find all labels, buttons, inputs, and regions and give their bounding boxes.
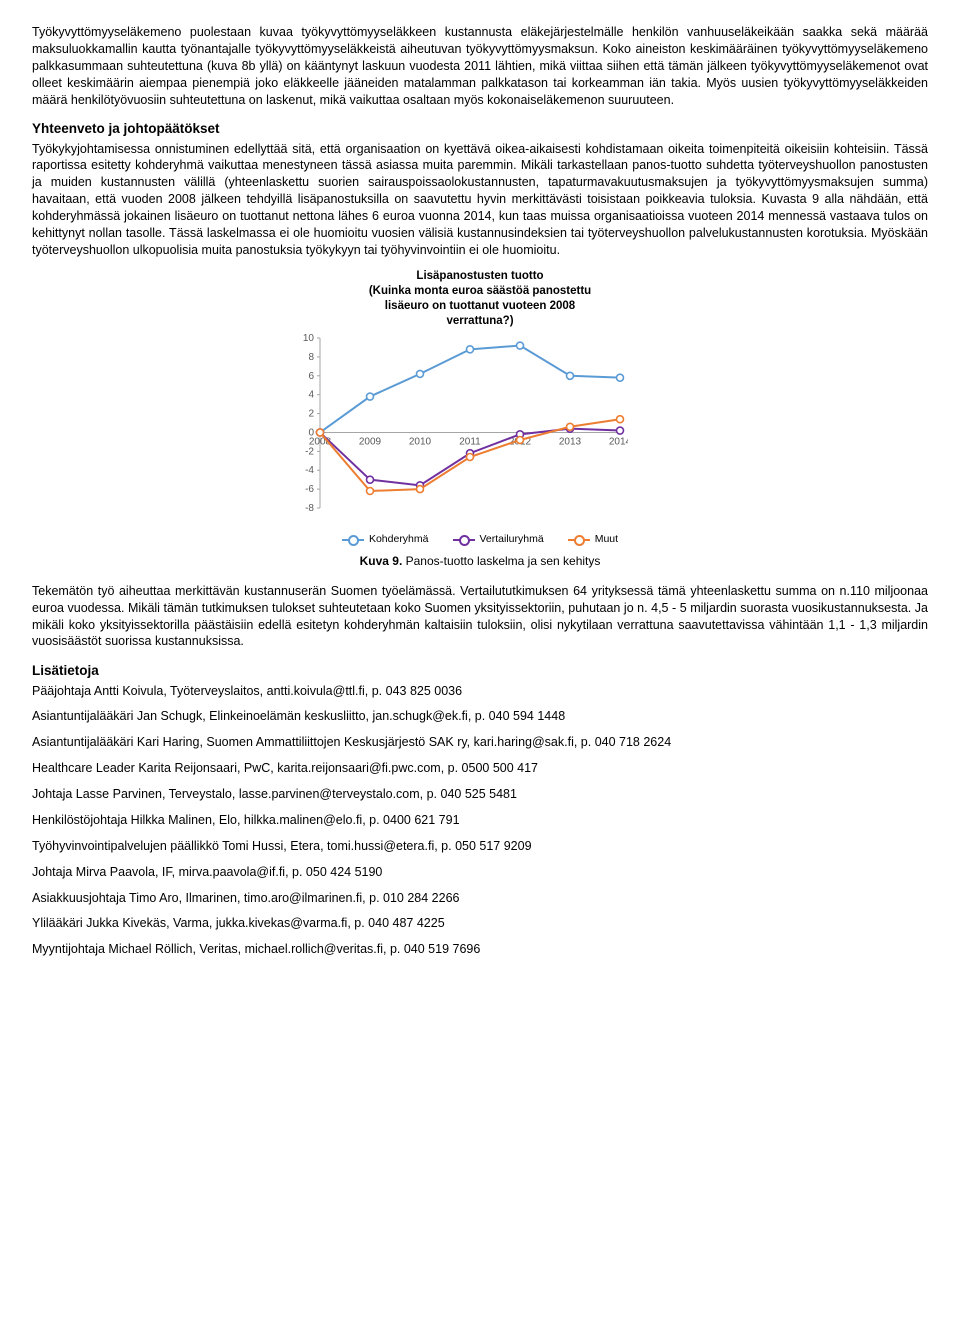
- svg-text:2: 2: [308, 409, 314, 420]
- svg-text:2010: 2010: [409, 437, 432, 448]
- legend-item: Kohderyhmä: [342, 532, 429, 546]
- contact-line: Johtaja Mirva Paavola, IF, mirva.paavola…: [32, 864, 928, 881]
- legend-item: Muut: [568, 532, 618, 546]
- contacts-list: Pääjohtaja Antti Koivula, Työterveyslait…: [32, 683, 928, 959]
- svg-text:2013: 2013: [559, 437, 582, 448]
- chart-legend: Kohderyhmä Vertailuryhmä Muut: [290, 532, 670, 546]
- chart-caption: Kuva 9. Panos-tuotto laskelma ja sen keh…: [32, 553, 928, 569]
- contact-line: Asiantuntijalääkäri Kari Haring, Suomen …: [32, 734, 928, 751]
- svg-text:2009: 2009: [359, 437, 382, 448]
- svg-text:-2: -2: [305, 447, 314, 458]
- svg-text:4: 4: [308, 390, 314, 401]
- svg-text:6: 6: [308, 371, 314, 382]
- contact-line: Johtaja Lasse Parvinen, Terveystalo, las…: [32, 786, 928, 803]
- contact-line: Healthcare Leader Karita Reijonsaari, Pw…: [32, 760, 928, 777]
- contact-line: Työhyvinvointipalvelujen päällikkö Tomi …: [32, 838, 928, 855]
- contact-line: Ylilääkäri Jukka Kivekäs, Varma, jukka.k…: [32, 915, 928, 932]
- contact-line: Asiantuntijalääkäri Jan Schugk, Elinkein…: [32, 708, 928, 725]
- body-paragraph: Työkykyjohtamisessa onnistuminen edellyt…: [32, 141, 928, 259]
- body-paragraph: Työkyvyttömyyseläkemeno puolestaan kuvaa…: [32, 24, 928, 108]
- section-heading: Yhteenveto ja johtopäätökset: [32, 120, 928, 138]
- chart-title: Lisäpanostusten tuotto (Kuinka monta eur…: [290, 269, 670, 329]
- contact-line: Myyntijohtaja Michael Röllich, Veritas, …: [32, 941, 928, 958]
- svg-text:-4: -4: [305, 466, 314, 477]
- body-paragraph: Tekemätön työ aiheuttaa merkittävän kust…: [32, 583, 928, 651]
- contact-line: Asiakkuusjohtaja Timo Aro, Ilmarinen, ti…: [32, 890, 928, 907]
- svg-text:8: 8: [308, 352, 314, 363]
- svg-text:2011: 2011: [459, 437, 481, 448]
- section-heading: Lisätietoja: [32, 662, 928, 680]
- svg-text:-8: -8: [305, 503, 314, 514]
- contact-line: Henkilöstöjohtaja Hilkka Malinen, Elo, h…: [32, 812, 928, 829]
- chart-container: Lisäpanostusten tuotto (Kuinka monta eur…: [290, 269, 670, 547]
- svg-text:-6: -6: [305, 485, 314, 496]
- contact-line: Pääjohtaja Antti Koivula, Työterveyslait…: [32, 683, 928, 700]
- legend-item: Vertailuryhmä: [453, 532, 544, 546]
- svg-text:10: 10: [303, 333, 315, 344]
- line-chart: -8-6-4-202468102008200920102011201220132…: [290, 332, 628, 526]
- svg-text:2014: 2014: [609, 437, 628, 448]
